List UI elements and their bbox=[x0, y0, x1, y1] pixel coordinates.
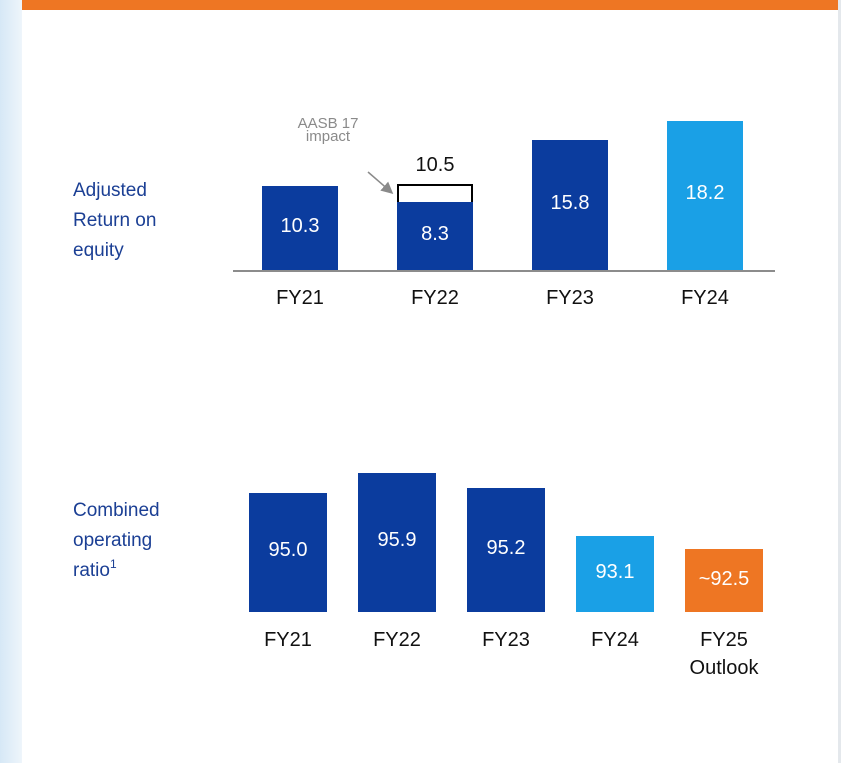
bar bbox=[576, 535, 654, 612]
side-panel bbox=[0, 0, 22, 763]
value-label: 18.2 bbox=[685, 182, 725, 205]
annotation: AASB 17 impact bbox=[297, 115, 359, 145]
bar bbox=[685, 549, 763, 612]
bar bbox=[249, 492, 327, 612]
x-tick-label: FY22 bbox=[373, 629, 421, 651]
x-tick-label: FY24 bbox=[681, 287, 729, 309]
value-label: ~92.5 bbox=[698, 567, 750, 590]
x-tick-label: FY21 bbox=[264, 629, 312, 651]
value-label: 93.1 bbox=[595, 560, 635, 583]
value-label: 15.8 bbox=[550, 192, 590, 215]
annotation-arrow bbox=[367, 171, 394, 194]
x-tick-label: FY23 bbox=[482, 629, 530, 651]
bar bbox=[358, 472, 436, 612]
bar bbox=[467, 488, 545, 612]
bar bbox=[262, 185, 338, 270]
value-label: 10.3 bbox=[280, 214, 320, 237]
top-bar bbox=[22, 0, 838, 10]
x-tick-label: FY21 bbox=[276, 287, 324, 309]
bar bbox=[667, 120, 743, 270]
footnote-marker: 1 bbox=[109, 557, 117, 571]
chart-title: Adjusted Return on equity bbox=[73, 180, 157, 261]
baseline bbox=[233, 270, 775, 272]
bar bbox=[397, 201, 473, 270]
value-label: 95.2 bbox=[486, 537, 526, 560]
x-tick-label: FY22 bbox=[411, 287, 459, 309]
chart-title: Combined operating ratio1 bbox=[73, 500, 160, 581]
bar bbox=[532, 140, 608, 270]
x-tick-label: FY23 bbox=[546, 287, 594, 309]
x-tick-label: FY24 bbox=[591, 629, 639, 651]
value-label: 95.0 bbox=[268, 539, 308, 562]
right-edge bbox=[838, 0, 841, 763]
value-label: 8.3 bbox=[421, 222, 449, 245]
value-label: 10.5 bbox=[415, 153, 455, 176]
x-tick-label: FY25 Outlook bbox=[689, 629, 759, 679]
value-label: 95.9 bbox=[377, 529, 417, 552]
